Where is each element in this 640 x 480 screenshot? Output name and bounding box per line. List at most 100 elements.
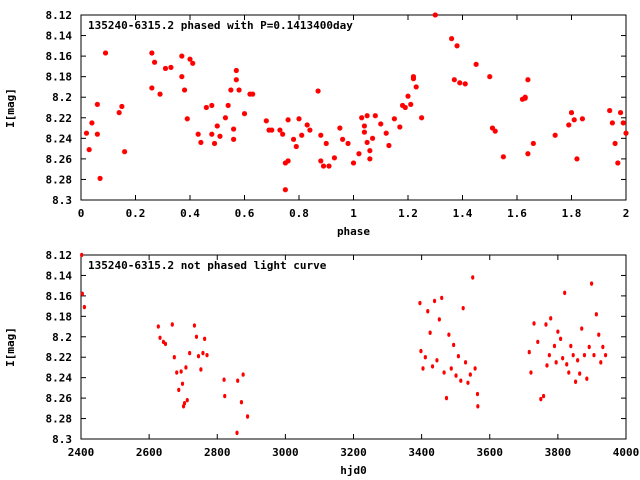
unphased-y-tick-label: 8.18: [46, 310, 73, 323]
data-point: [364, 113, 370, 119]
data-point: [242, 111, 247, 117]
unphased-x-axis-label: hjd0: [340, 464, 367, 477]
data-point: [573, 379, 578, 384]
phased-x-tick-label: 1.6: [507, 207, 527, 220]
data-point: [529, 370, 533, 375]
data-point: [489, 125, 495, 131]
data-point: [235, 430, 239, 436]
unphased-x-tick-label: 3800: [545, 446, 572, 459]
data-point: [367, 156, 373, 162]
data-point: [192, 323, 197, 328]
data-point: [199, 367, 203, 372]
data-point: [157, 91, 163, 97]
unphased-y-tick-label: 8.22: [46, 351, 73, 364]
data-point: [351, 160, 356, 166]
data-point: [492, 128, 498, 134]
phased-y-tick-label: 8.26: [46, 153, 73, 166]
data-point: [461, 305, 465, 311]
phased-x-tick-label: 0: [78, 207, 85, 220]
phased-x-tick-label: 1.4: [453, 207, 473, 220]
data-point: [356, 151, 362, 157]
data-point: [609, 120, 615, 126]
data-point: [184, 365, 188, 370]
data-point: [190, 60, 196, 66]
data-point: [340, 136, 346, 142]
data-point: [203, 336, 207, 342]
data-point: [361, 129, 367, 135]
data-point: [293, 144, 299, 150]
data-point: [567, 370, 571, 375]
phased-y-tick-label: 8.14: [46, 30, 73, 43]
data-point: [603, 352, 608, 358]
data-point: [457, 80, 463, 86]
data-point: [587, 344, 591, 350]
data-point: [163, 341, 168, 347]
data-point: [299, 132, 305, 138]
data-point: [367, 148, 373, 154]
phased-x-tick-label: 0.4: [180, 207, 200, 220]
data-point: [426, 309, 430, 314]
unphased-light-curve-panel: 2400 2600 2800 3000 3200 3400 3600 3800 4000 8.12…: [4, 249, 639, 477]
data-point: [182, 87, 188, 93]
data-point: [475, 391, 480, 397]
data-point: [315, 88, 321, 94]
data-point: [187, 56, 193, 62]
data-point: [547, 352, 551, 358]
data-point: [222, 115, 228, 121]
data-point: [201, 350, 205, 356]
data-point: [449, 366, 453, 371]
data-point: [194, 334, 199, 339]
data-point: [82, 304, 87, 310]
data-point: [519, 96, 525, 102]
data-point: [456, 354, 461, 359]
data-point: [296, 116, 302, 122]
unphased-y-axis-label: I[mag]: [4, 327, 17, 367]
unphased-chart-title: 135240-6315.2 not phased light curve: [88, 259, 327, 272]
data-point: [578, 371, 582, 376]
data-point: [149, 85, 155, 91]
phased-y-tick-label: 8.22: [46, 112, 73, 125]
data-point: [571, 352, 575, 358]
data-point: [378, 121, 384, 127]
data-point: [565, 362, 569, 367]
data-point: [435, 358, 439, 363]
data-point: [580, 326, 584, 331]
data-point: [447, 332, 451, 337]
data-point: [428, 330, 432, 335]
data-point: [222, 377, 226, 382]
data-point: [545, 363, 549, 368]
unphased-x-tick-label: 2600: [136, 446, 163, 459]
data-point: [233, 77, 239, 83]
data-point: [620, 120, 626, 126]
phased-x-tick-label: 1: [350, 207, 357, 220]
data-point: [462, 81, 468, 87]
unphased-y-tick-label: 8.26: [46, 392, 73, 405]
data-point: [172, 355, 176, 360]
data-point: [623, 130, 629, 136]
data-point: [430, 364, 435, 369]
data-point: [209, 131, 215, 137]
data-point: [432, 12, 438, 18]
unphased-x-tick-label: 4000: [613, 446, 640, 459]
data-point: [209, 102, 215, 108]
unphased-y-tick-label: 8.28: [46, 413, 73, 426]
data-point: [217, 133, 223, 139]
data-point: [421, 366, 425, 371]
data-point: [198, 139, 204, 145]
phased-y-tick-label: 8.24: [46, 132, 73, 145]
data-point: [549, 316, 553, 321]
data-point: [576, 358, 580, 363]
data-point: [239, 400, 244, 405]
data-point: [285, 117, 291, 123]
data-point: [205, 352, 209, 358]
phased-y-tick-label: 8.2: [52, 91, 72, 104]
data-point: [245, 414, 250, 419]
data-point: [83, 130, 89, 136]
data-point: [231, 136, 237, 142]
data-point: [525, 151, 531, 157]
data-point: [561, 356, 565, 361]
data-point: [321, 163, 327, 169]
data-point: [318, 158, 324, 164]
data-point: [180, 381, 185, 386]
